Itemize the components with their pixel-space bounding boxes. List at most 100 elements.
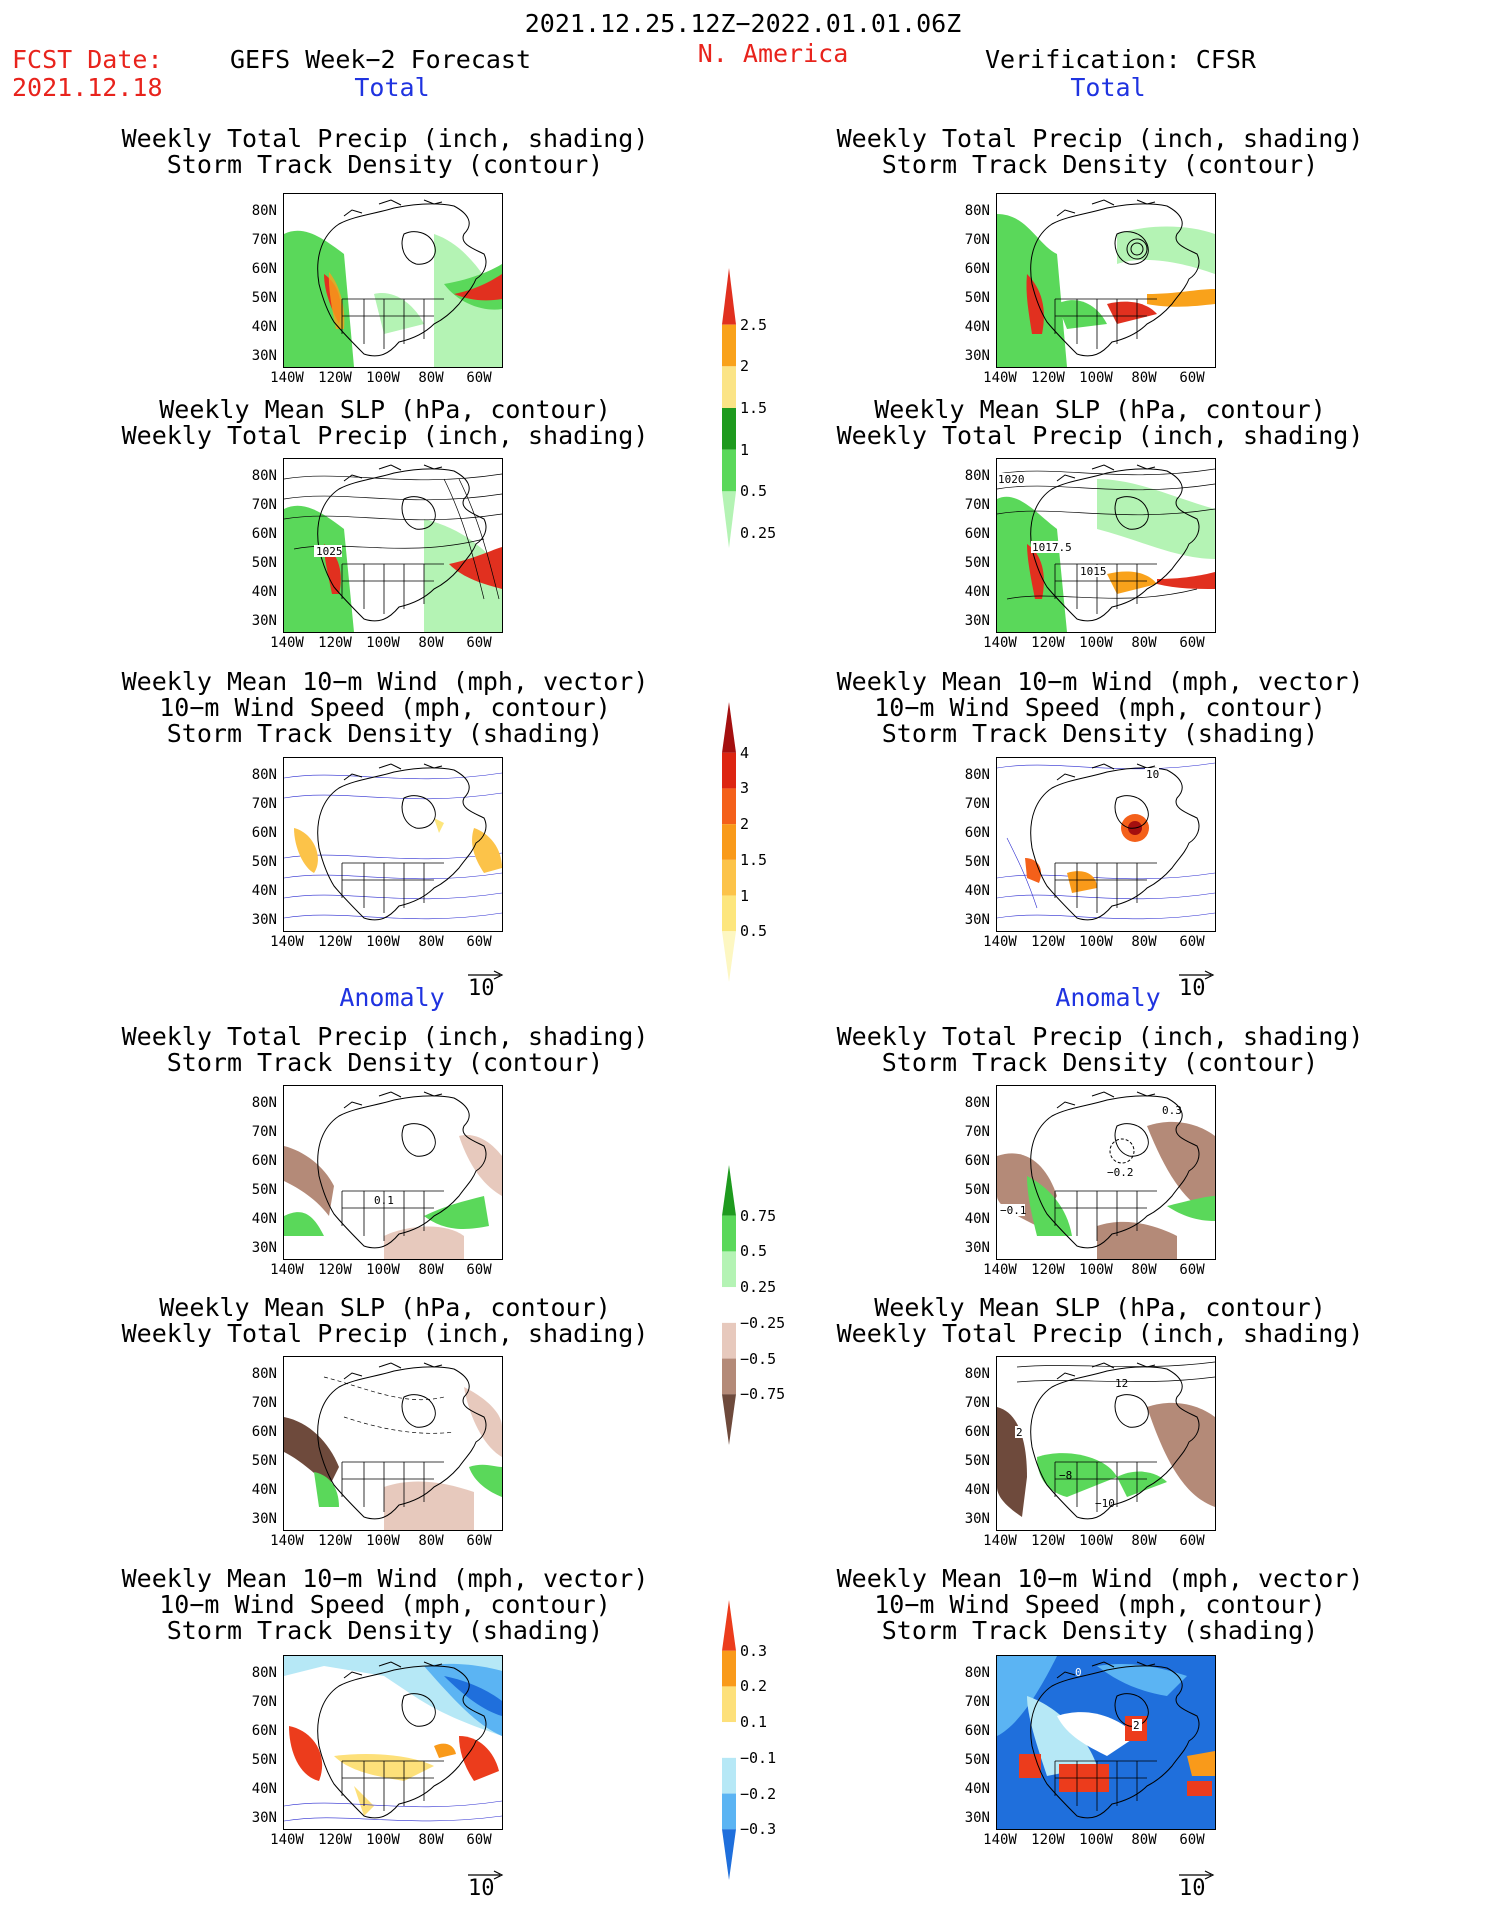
- lon-tick-label: 100W: [366, 370, 400, 386]
- lat-tick-label: 30N: [964, 1240, 990, 1256]
- lon-tick-label: 60W: [1179, 635, 1205, 651]
- lat-tick-label: 50N: [964, 1182, 990, 1198]
- lat-tick-label: 60N: [964, 1424, 990, 1440]
- colorbar-storm-anom: 0.3 0.2 0.1 −0.1 −0.2 −0.3: [718, 1600, 808, 1880]
- map-cfsr-anom-slp: 12 2 −8 −10: [996, 1356, 1216, 1531]
- map-cfsr-anom-wind: 0 2: [996, 1655, 1216, 1830]
- lon-tick-label: 120W: [1031, 1533, 1065, 1549]
- panel-title-cfsr-total-wind: Weekly Mean 10−m Wind (mph, vector) 10−m …: [836, 667, 1364, 748]
- lon-tick-label: 80W: [1131, 1262, 1157, 1278]
- lat-tick-label: 60N: [964, 1153, 990, 1169]
- vector-ref-cfsr-total: 10: [1177, 966, 1217, 1001]
- colorbar-swatch: [722, 1394, 736, 1445]
- lat-tick-label: 40N: [964, 319, 990, 335]
- lon-tick-label: 120W: [318, 1832, 352, 1848]
- lon-tick-label: 80W: [418, 370, 444, 386]
- lon-tick-label: 140W: [270, 934, 304, 950]
- lat-tick-label: 70N: [251, 796, 277, 812]
- lon-tick-label: 100W: [1079, 1832, 1113, 1848]
- colorbar-label: −0.2: [740, 1784, 777, 1803]
- lat-tick-label: 30N: [251, 1810, 277, 1826]
- lon-tick-label: 100W: [1079, 370, 1113, 386]
- lat-tick-label: 80N: [251, 1665, 277, 1681]
- panel-title-cfsr-anom-wind: Weekly Mean 10−m Wind (mph, vector) 10−m …: [836, 1564, 1364, 1645]
- colorbar-label: −0.75: [740, 1385, 786, 1404]
- colorbar-label: 1: [740, 440, 750, 459]
- lat-tick-label: 40N: [251, 584, 277, 600]
- lon-tick-label: 60W: [1179, 1533, 1205, 1549]
- colorbar-swatches: [722, 702, 736, 982]
- lat-tick-label: 80N: [251, 767, 277, 783]
- lon-tick-label: 140W: [983, 370, 1017, 386]
- colorbar-swatch: [722, 895, 736, 932]
- panel-title-fcst-total-slp: Weekly Mean SLP (hPa, contour) Weekly Tot…: [121, 395, 649, 450]
- colorbar-label: 2: [740, 357, 750, 376]
- lat-tick-label: 50N: [251, 1453, 277, 1469]
- lat-tick-label: 30N: [964, 348, 990, 364]
- lat-tick-label: 80N: [251, 1366, 277, 1382]
- lon-tick-label: 60W: [1179, 934, 1205, 950]
- colorbar-swatch: [722, 788, 736, 825]
- lat-tick-label: 80N: [964, 1665, 990, 1681]
- colorbar-label: 0.5: [740, 482, 768, 501]
- lat-tick-label: 70N: [251, 1395, 277, 1411]
- storm-label: −0.2: [1107, 1166, 1134, 1179]
- colorbar-label: −0.3: [740, 1820, 777, 1839]
- lat-tick-label: 70N: [964, 1124, 990, 1140]
- colorbar-swatch: [722, 408, 736, 450]
- lat-tick-label: 80N: [251, 468, 277, 484]
- left-anomaly-section-label: Anomaly: [339, 983, 445, 1012]
- lon-tick-label: 140W: [983, 1832, 1017, 1848]
- lat-tick-label: 80N: [964, 203, 990, 219]
- colorbar-label: 1.5: [740, 399, 768, 417]
- colorbar-precip-anom: 0.75 0.5 0.25 −0.25 −0.5 −0.75: [718, 1165, 808, 1445]
- lat-tick-label: 70N: [251, 497, 277, 513]
- lat-tick-label: 40N: [964, 1781, 990, 1797]
- left-column-title: GEFS Week−2 Forecast: [230, 45, 532, 74]
- lon-tick-label: 60W: [1179, 1832, 1205, 1848]
- colorbar-swatches: [722, 1600, 736, 1880]
- lon-tick-label: 60W: [466, 1262, 492, 1278]
- lat-tick-label: 70N: [964, 497, 990, 513]
- colorbar-label: 0.5: [740, 922, 768, 941]
- lat-tick-label: 30N: [251, 348, 277, 364]
- storm-label: 0.1: [374, 1194, 394, 1207]
- fcst-date-label: FCST Date:: [12, 45, 163, 74]
- map-cfsr-total-wind: 10: [996, 757, 1216, 932]
- storm-label: −0.1: [1000, 1204, 1027, 1217]
- lon-tick-label: 80W: [1131, 1533, 1157, 1549]
- lon-tick-label: 120W: [1031, 1832, 1065, 1848]
- lat-tick-label: 40N: [251, 883, 277, 899]
- slp-label: 1015: [1080, 565, 1107, 578]
- colorbar-label: 4: [740, 743, 750, 762]
- colorbar-swatch: [722, 702, 736, 753]
- map-cfsr-total-precip: [996, 193, 1216, 368]
- colorbar-swatch: [722, 1829, 736, 1880]
- colorbar-label: 0.2: [740, 1677, 768, 1696]
- lat-tick-label: 70N: [251, 1124, 277, 1140]
- lon-tick-label: 60W: [1179, 370, 1205, 386]
- colorbar-swatch: [722, 1600, 736, 1651]
- colorbar-label: 0.1: [740, 1713, 768, 1732]
- lon-tick-label: 140W: [270, 1262, 304, 1278]
- lat-tick-label: 30N: [964, 1810, 990, 1826]
- colorbar-label: 2.5: [740, 315, 768, 334]
- wind-label: 10: [1146, 768, 1159, 781]
- lon-tick-label: 140W: [983, 1262, 1017, 1278]
- colorbar-swatch: [722, 1793, 736, 1830]
- panel-title-cfsr-total-precip: Weekly Total Precip (inch, shading) Storm…: [836, 124, 1364, 179]
- colorbar-swatch: [722, 1215, 736, 1252]
- map-fcst-total-wind: [283, 757, 503, 932]
- map-cfsr-anom-precip: 0.3 −0.2 −0.1: [996, 1085, 1216, 1260]
- lat-tick-label: 50N: [964, 1752, 990, 1768]
- right-total-section-label: Total: [1070, 73, 1146, 102]
- lon-tick-label: 100W: [366, 635, 400, 651]
- lat-tick-label: 50N: [251, 290, 277, 306]
- lat-tick-label: 50N: [251, 1752, 277, 1768]
- lat-tick-label: 40N: [251, 1211, 277, 1227]
- lat-tick-label: 80N: [964, 1095, 990, 1111]
- fcst-date-value: 2021.12.18: [12, 73, 163, 102]
- lon-tick-label: 80W: [1131, 934, 1157, 950]
- lon-tick-label: 100W: [1079, 934, 1113, 950]
- slp-label: 1020: [998, 473, 1025, 486]
